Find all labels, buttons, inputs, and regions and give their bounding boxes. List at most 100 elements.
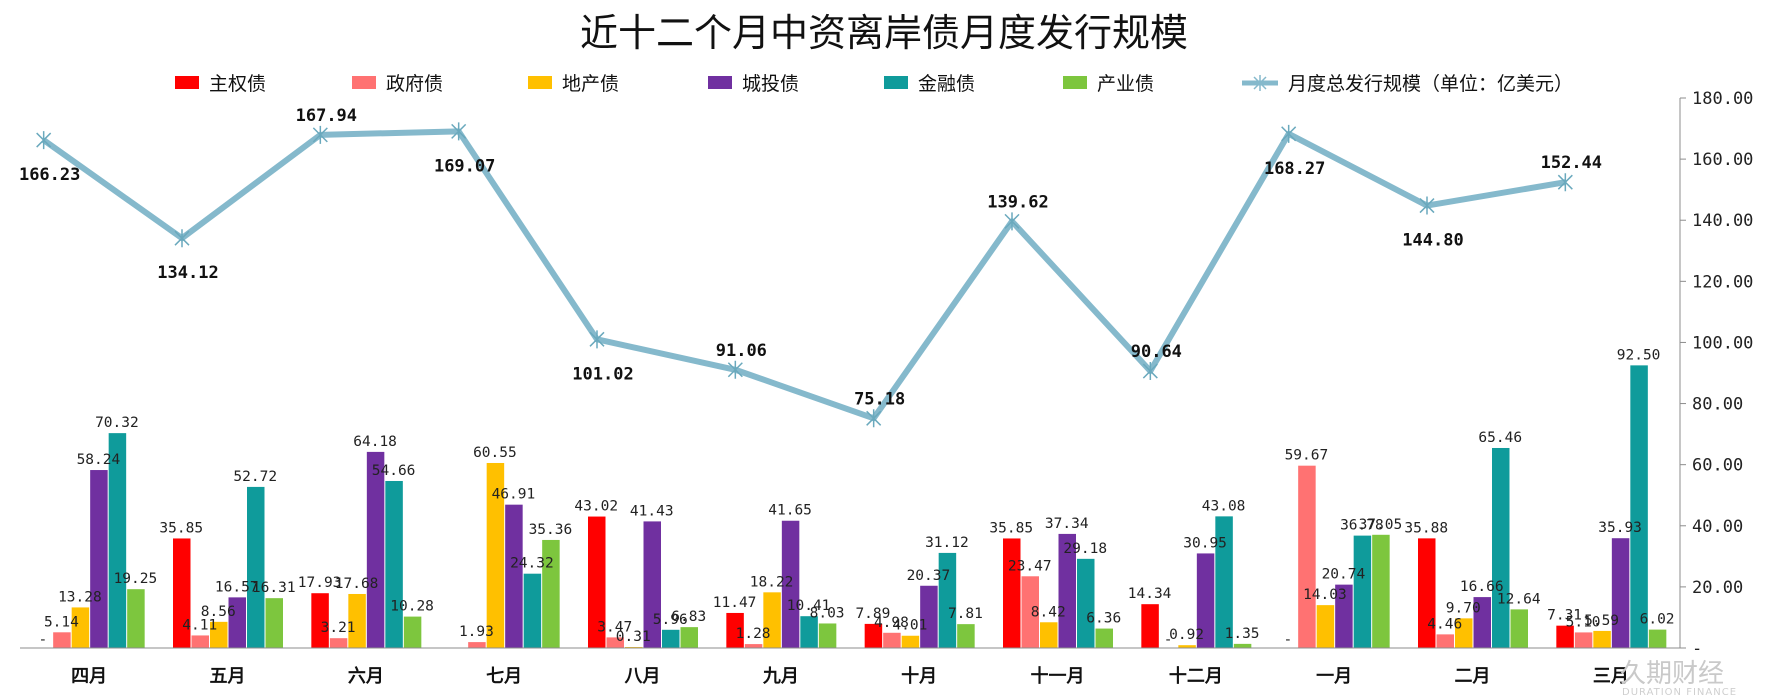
bar-5-2 [247, 486, 265, 648]
total-point-6 [727, 360, 743, 379]
y-tick-label-5: 80.00 [1692, 395, 1743, 415]
category-label-10: 一月 [1316, 666, 1352, 687]
bar-label-4-5: 41.43 [630, 503, 674, 519]
bar-2-1 [53, 632, 71, 648]
bar-label-5-8: 29.18 [1063, 541, 1107, 557]
legend-label-2: 政府债 [386, 73, 443, 95]
bar-label-1-8: 35.85 [989, 520, 1033, 536]
bar-label-6-9: 1.35 [1225, 626, 1260, 642]
bar-5-6 [800, 616, 818, 648]
y-tick-label-7: 120.00 [1692, 272, 1753, 292]
chart-title: 近十二个月中资离岸债月度发行规模 [580, 11, 1188, 55]
bar-label-1-12: 7.31 [1547, 608, 1582, 624]
bar-1-3 [311, 593, 329, 648]
bar-label-3-8: 8.42 [1031, 604, 1066, 620]
bar-4-9 [1196, 553, 1215, 648]
watermark-subtext: DURATION FINANCE [1622, 687, 1737, 698]
bar-4-4 [505, 504, 523, 648]
total-point-10 [1281, 124, 1297, 143]
bar-label-4-10: 20.74 [1322, 567, 1366, 583]
bar-label-2-9: - [1164, 632, 1173, 648]
total-point-8 [1004, 212, 1020, 231]
bar-label-3-4: 60.55 [473, 445, 517, 461]
bar-5-1 [108, 433, 127, 648]
bar-label-5-12: 92.50 [1617, 347, 1661, 363]
total-label-8: 139.62 [987, 192, 1048, 212]
bar-label-2-6: 1.28 [736, 626, 771, 642]
category-label-3: 六月 [348, 665, 384, 687]
legend-label-5: 金融债 [918, 73, 975, 95]
bar-6-10 [1372, 534, 1390, 648]
bar-label-5-11: 65.46 [1478, 430, 1522, 446]
legend-line-marker [1253, 75, 1267, 91]
bar-label-4-12: 35.93 [1598, 520, 1642, 536]
bar-6-4 [542, 539, 560, 648]
bar-3-11 [1455, 618, 1473, 648]
bar-4-11 [1473, 597, 1491, 648]
bar-label-6-3: 10.28 [390, 599, 434, 615]
bar-3-8 [1040, 622, 1058, 648]
bar-3-2 [210, 621, 228, 648]
bar-label-5-2: 52.72 [233, 469, 277, 485]
bar-1-6 [726, 612, 744, 648]
legend-swatch-6 [1063, 76, 1087, 89]
total-point-12 [1557, 173, 1573, 192]
bar-1-5 [588, 516, 606, 648]
total-point-5 [589, 330, 605, 349]
bar-6-3 [403, 616, 422, 648]
bar-series-group [53, 365, 1667, 648]
bar-label-1-1: - [39, 632, 48, 648]
bar-label-1-3: 17.93 [298, 575, 342, 591]
bar-4-10 [1335, 584, 1353, 648]
bar-label-5-7: 31.12 [925, 535, 969, 551]
total-label-1: 166.23 [19, 165, 80, 185]
bar-label-5-1: 70.32 [95, 415, 139, 431]
y-tick-label-2: 20.00 [1692, 578, 1743, 598]
total-point-9 [1142, 362, 1158, 381]
category-label-11: 二月 [1455, 666, 1491, 687]
bar-1-8 [1003, 538, 1021, 648]
total-line-group: 166.23 134.12 167.94 169.07 101.02 91.06 75.18… [19, 106, 1602, 428]
total-point-7 [866, 409, 882, 428]
total-label-11: 144.80 [1402, 231, 1463, 251]
total-label-5: 101.02 [572, 364, 633, 384]
legend-label-4: 城投债 [742, 73, 799, 95]
bar-label-4-2: 16.57 [215, 579, 259, 595]
bar-label-4-6: 41.65 [768, 503, 812, 519]
bar-1-12 [1556, 625, 1574, 648]
bar-6-12 [1648, 629, 1667, 648]
bar-label-5-3: 54.66 [372, 463, 416, 479]
legend-label-total: 月度总发行规模（单位：亿美元） [1288, 73, 1573, 95]
bar-label-4-7: 20.37 [907, 568, 951, 584]
total-point-11 [1419, 196, 1435, 215]
bar-5-8 [1077, 558, 1095, 648]
bar-label-5-4: 24.32 [510, 556, 554, 572]
bar-label-6-11: 12.64 [1497, 591, 1541, 607]
bar-label-1-7: 7.89 [855, 606, 890, 622]
total-point-1 [36, 131, 52, 150]
total-label-3: 167.94 [296, 106, 357, 126]
bar-3-12 [1593, 630, 1611, 648]
bar-label-2-1: 5.14 [44, 614, 79, 630]
bar-label-2-2: 4.11 [182, 617, 217, 633]
total-label-6: 91.06 [716, 341, 767, 361]
bar-label-2-12: 5.10 [1566, 614, 1601, 630]
bar-6-8 [1095, 628, 1113, 648]
bar-label-6-8: 6.36 [1086, 611, 1121, 627]
bar-5-3 [385, 480, 403, 648]
bar-label-4-1: 58.24 [77, 452, 121, 468]
bar-label-3-1: 13.28 [58, 589, 102, 605]
watermark: 久期财经 DURATION FINANCE [1620, 659, 1737, 698]
bar-label-6-5: 6.83 [671, 609, 706, 625]
y-tick-label-3: 40.00 [1692, 517, 1743, 537]
bar-4-3 [366, 451, 385, 648]
bar-label-1-10: - [1284, 632, 1293, 648]
chart-legend: 主权债 政府债 地产债 城投债 金融债 产业债 月度总发行规模（单位：亿美元） [175, 73, 1573, 95]
bar-label-4-3: 64.18 [353, 434, 397, 450]
bar-4-6 [781, 520, 800, 648]
bar-label-4-8: 37.34 [1045, 516, 1089, 532]
bar-6-1 [127, 589, 145, 648]
bar-label-3-2: 8.56 [201, 604, 236, 620]
total-label-12: 152.44 [1541, 153, 1602, 173]
bar-label-3-7: 4.01 [892, 618, 927, 634]
